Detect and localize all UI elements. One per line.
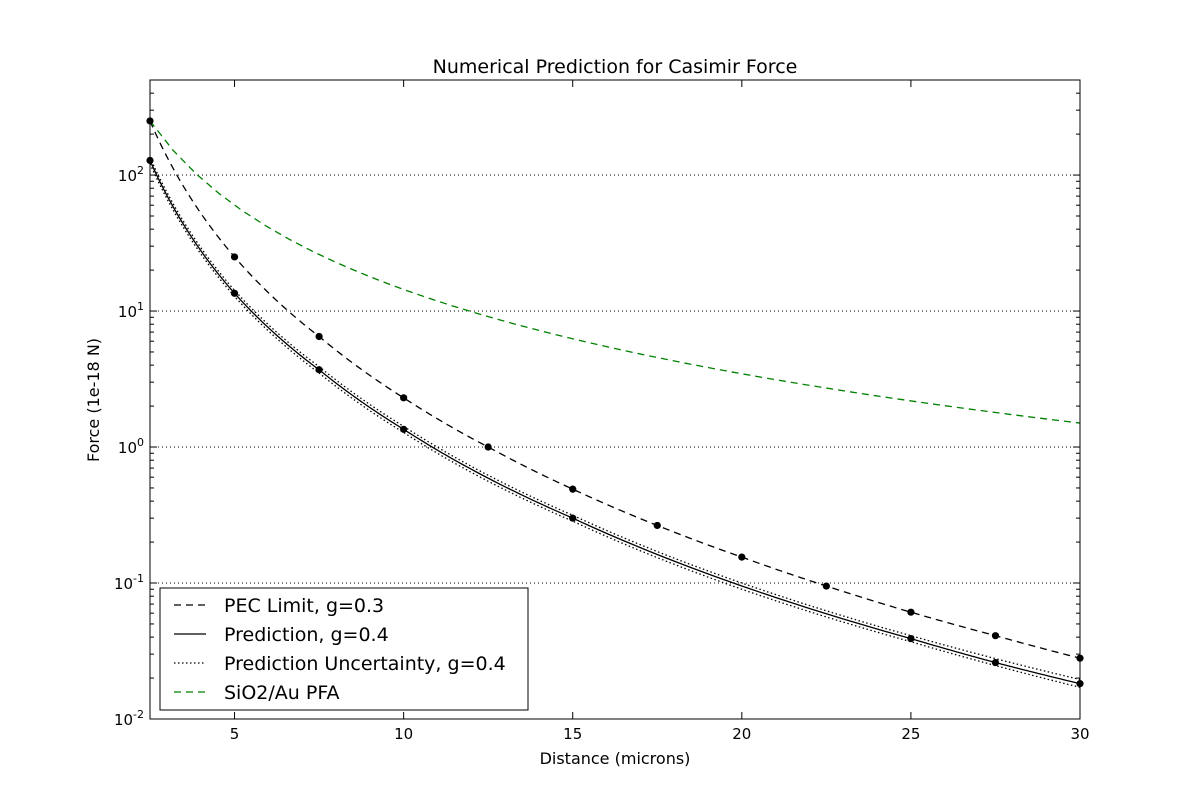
x-tick-label: 15 <box>563 725 582 743</box>
series-0-point <box>230 253 239 261</box>
x-tick-label: 5 <box>230 725 240 743</box>
series-1-point <box>991 658 1000 667</box>
series-0-point <box>822 582 830 590</box>
series-0-line <box>149 120 1081 659</box>
legend-label: PEC Limit, g=0.3 <box>224 595 384 617</box>
x-tick-label: 10 <box>394 725 413 743</box>
series-0-point <box>400 394 408 402</box>
x-tick-labels: 5 10 15 20 25 30 <box>230 725 1090 743</box>
series-1-point <box>569 514 577 522</box>
legend-label: SiO2/Au PFA <box>224 682 340 704</box>
tick-layer <box>150 79 1081 720</box>
series-0-point <box>738 553 746 561</box>
legend: PEC Limit, g=0.3 Prediction, g=0.4 Predict… <box>159 587 529 711</box>
series-1-point <box>907 635 915 643</box>
legend-label: Prediction, g=0.4 <box>224 624 389 646</box>
x-tick-label: 30 <box>1070 725 1089 743</box>
series-1-point <box>400 425 408 433</box>
grid-layer <box>150 174 1080 584</box>
series-1-point <box>230 289 239 297</box>
series-3-line <box>149 120 1081 424</box>
series-0-point <box>653 521 661 530</box>
series-1-point <box>315 366 323 374</box>
x-tick-label: 25 <box>901 725 920 743</box>
y-tick-label: 100 <box>118 436 144 457</box>
series-0-point <box>569 485 577 493</box>
y-tick-label: 101 <box>118 300 144 321</box>
legend-label: Prediction Uncertainty, g=0.4 <box>224 653 506 675</box>
x-tick-label: 20 <box>732 725 751 743</box>
series-0-point <box>315 332 323 341</box>
y-tick-labels: 10-2 10-1 100 101 102 <box>114 164 144 729</box>
y-axis-label: Force (1e-18 N) <box>84 338 103 462</box>
series-0-point <box>484 443 492 451</box>
series-0-point <box>907 608 915 616</box>
y-tick-label: 10-2 <box>114 708 144 729</box>
x-axis-label: Distance (microns) <box>540 749 691 768</box>
series-2-lower-line <box>149 163 1081 688</box>
marker-layer <box>146 117 1084 688</box>
chart-title: Numerical Prediction for Casimir Force <box>433 56 798 78</box>
series-0-point <box>991 632 1000 640</box>
y-tick-label: 10-1 <box>114 572 144 593</box>
series-1-line <box>149 160 1081 685</box>
y-tick-label: 102 <box>118 164 144 185</box>
series-layer <box>149 120 1081 688</box>
plot-frame <box>149 79 1081 720</box>
series-2-upper-line <box>149 157 1081 681</box>
legend-box <box>159 587 529 711</box>
